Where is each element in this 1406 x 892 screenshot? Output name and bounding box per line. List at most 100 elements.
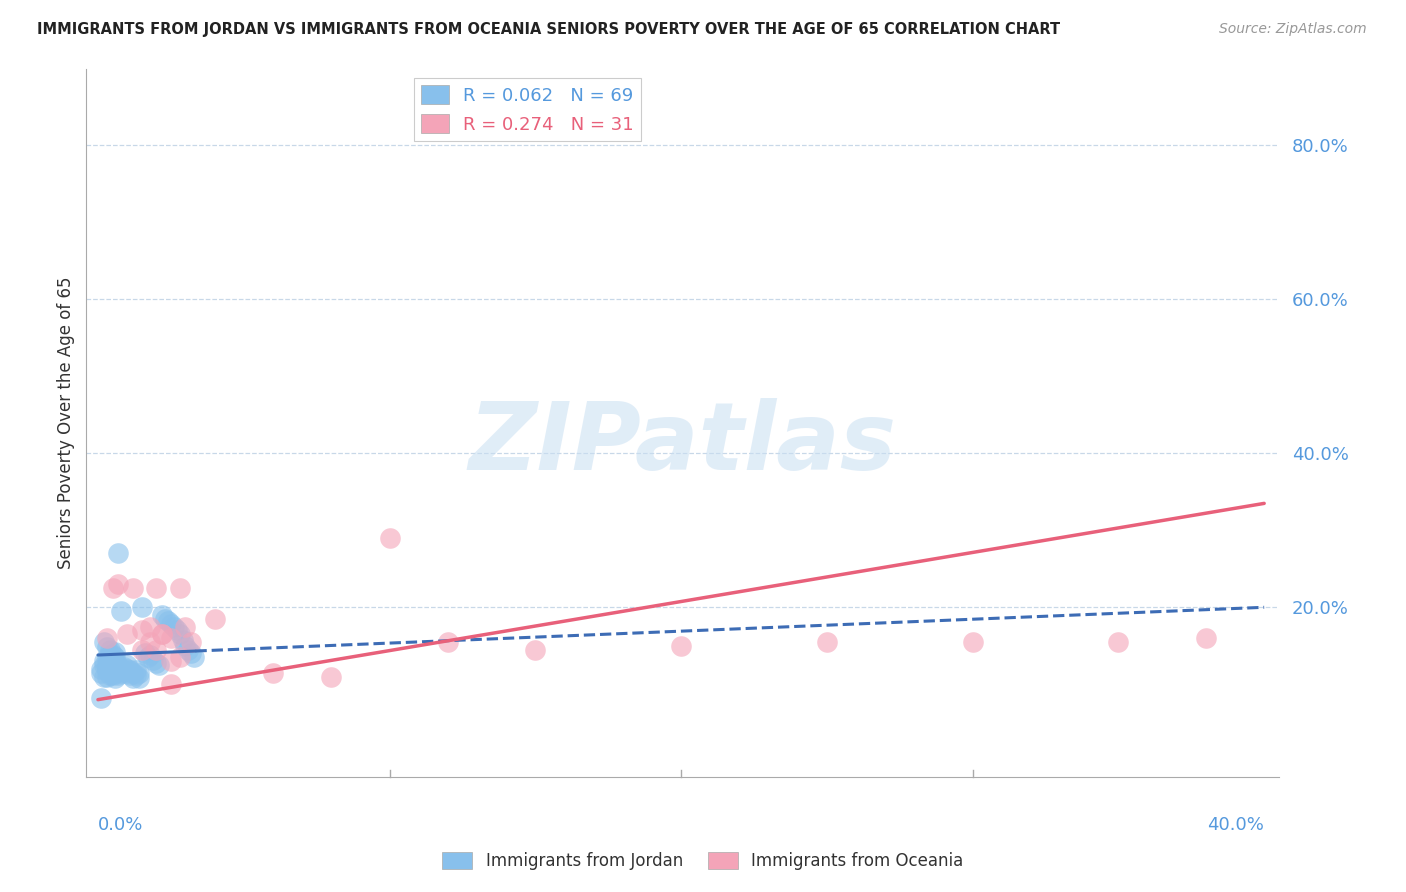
Point	[122, 671, 145, 685]
Point	[118, 664, 141, 678]
Point	[172, 632, 194, 647]
Point	[1107, 635, 1129, 649]
Point	[110, 665, 132, 680]
Text: 0.0%: 0.0%	[98, 815, 143, 833]
Point	[104, 650, 127, 665]
Point	[169, 650, 191, 665]
Point	[160, 654, 183, 668]
Point	[669, 639, 692, 653]
Point	[437, 635, 460, 649]
Text: ZIPatlas: ZIPatlas	[468, 398, 897, 490]
Point	[98, 652, 121, 666]
Point	[1195, 631, 1218, 645]
Point	[150, 627, 173, 641]
Point	[93, 654, 115, 668]
Point	[93, 658, 115, 673]
Point	[262, 665, 284, 680]
Point	[96, 640, 118, 655]
Point	[115, 662, 138, 676]
Point	[131, 600, 153, 615]
Point	[122, 581, 145, 595]
Point	[101, 648, 124, 662]
Point	[131, 642, 153, 657]
Point	[118, 668, 141, 682]
Point	[962, 635, 984, 649]
Point	[128, 665, 150, 680]
Point	[125, 664, 148, 678]
Point	[96, 664, 118, 678]
Text: Source: ZipAtlas.com: Source: ZipAtlas.com	[1219, 22, 1367, 37]
Point	[160, 677, 183, 691]
Point	[90, 691, 112, 706]
Text: IMMIGRANTS FROM JORDAN VS IMMIGRANTS FROM OCEANIA SENIORS POVERTY OVER THE AGE O: IMMIGRANTS FROM JORDAN VS IMMIGRANTS FRO…	[37, 22, 1060, 37]
Point	[96, 669, 118, 683]
Point	[166, 624, 188, 638]
Point	[110, 604, 132, 618]
Point	[101, 668, 124, 682]
Point	[204, 612, 226, 626]
Point	[156, 614, 179, 628]
Point	[104, 660, 127, 674]
Point	[125, 668, 148, 682]
Point	[107, 577, 129, 591]
Point	[98, 658, 121, 673]
Point	[177, 642, 200, 657]
Point	[96, 660, 118, 674]
Point	[139, 619, 162, 633]
Point	[104, 656, 127, 670]
Point	[160, 617, 183, 632]
Point	[101, 652, 124, 666]
Point	[145, 656, 167, 670]
Point	[96, 631, 118, 645]
Point	[98, 642, 121, 657]
Point	[139, 648, 162, 662]
Point	[148, 658, 170, 673]
Point	[101, 664, 124, 678]
Point	[98, 648, 121, 662]
Point	[104, 665, 127, 680]
Point	[153, 612, 176, 626]
Legend: R = 0.062   N = 69, R = 0.274   N = 31: R = 0.062 N = 69, R = 0.274 N = 31	[415, 78, 641, 141]
Point	[107, 668, 129, 682]
Point	[101, 658, 124, 673]
Point	[107, 664, 129, 678]
Point	[524, 642, 547, 657]
Point	[93, 635, 115, 649]
Legend: Immigrants from Jordan, Immigrants from Oceania: Immigrants from Jordan, Immigrants from …	[436, 845, 970, 877]
Point	[98, 668, 121, 682]
Point	[112, 664, 135, 678]
Point	[174, 619, 197, 633]
Point	[378, 531, 401, 545]
Point	[128, 671, 150, 685]
Point	[169, 581, 191, 595]
Point	[96, 650, 118, 665]
Point	[96, 656, 118, 670]
Text: 40.0%: 40.0%	[1208, 815, 1264, 833]
Point	[150, 607, 173, 622]
Point	[136, 650, 159, 665]
Point	[107, 546, 129, 560]
Point	[145, 642, 167, 657]
Point	[90, 665, 112, 680]
Point	[180, 635, 202, 649]
Point	[115, 665, 138, 680]
Point	[183, 650, 205, 665]
Point	[174, 639, 197, 653]
Point	[134, 647, 156, 661]
Point	[131, 624, 153, 638]
Point	[104, 645, 127, 659]
Point	[169, 627, 191, 641]
Point	[815, 635, 838, 649]
Point	[150, 627, 173, 641]
Point	[98, 664, 121, 678]
Point	[115, 627, 138, 641]
Point	[90, 662, 112, 676]
Y-axis label: Seniors Poverty Over the Age of 65: Seniors Poverty Over the Age of 65	[58, 277, 75, 569]
Point	[93, 669, 115, 683]
Point	[142, 652, 165, 666]
Point	[104, 671, 127, 685]
Point	[160, 631, 183, 645]
Point	[180, 647, 202, 661]
Point	[122, 665, 145, 680]
Point	[101, 581, 124, 595]
